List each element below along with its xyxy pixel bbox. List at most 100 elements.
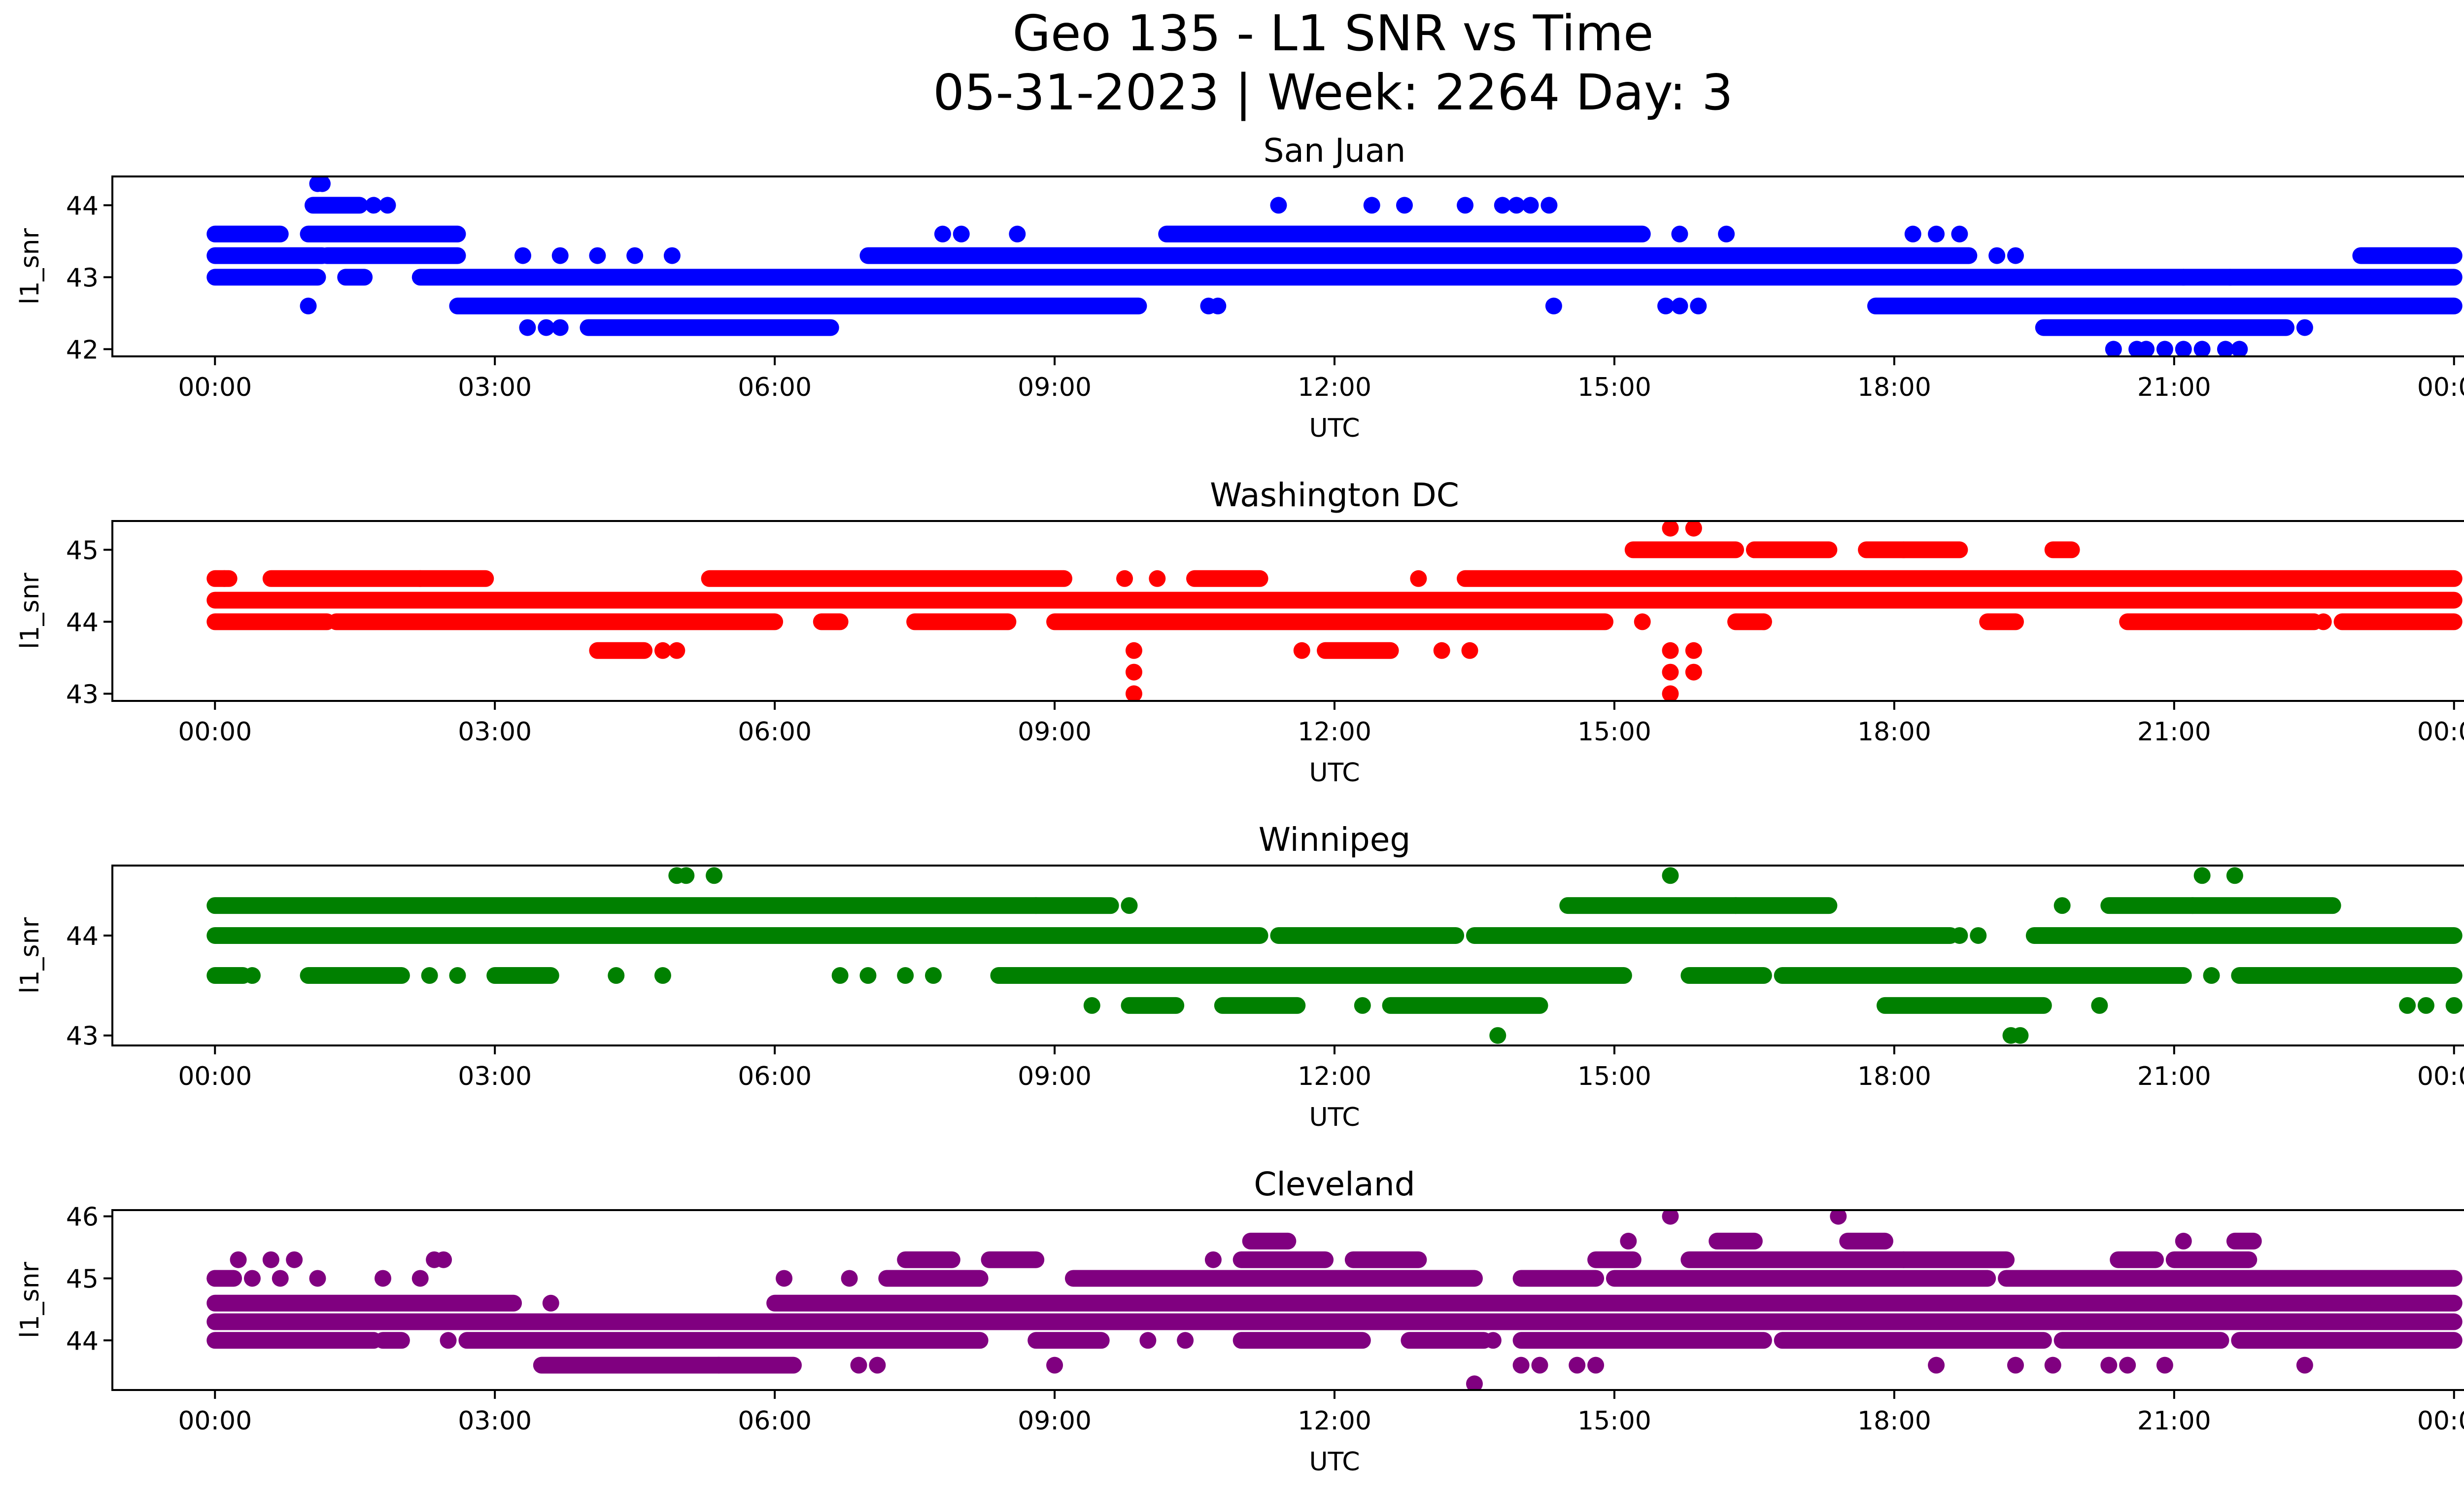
data-point — [216, 570, 233, 587]
data-point — [1657, 297, 1675, 314]
data-point — [1121, 897, 1138, 914]
x-tick-label: 12:00 — [1298, 717, 1371, 747]
data-point — [1209, 297, 1227, 314]
data-point — [668, 642, 685, 659]
data-point — [1662, 521, 1679, 537]
data-point — [1671, 225, 1688, 243]
x-tick-label: 15:00 — [1577, 1062, 1651, 1091]
data-point — [1512, 1356, 1530, 1374]
data-point — [2007, 1356, 2024, 1374]
y-tick-label: 43 — [66, 680, 99, 709]
data-point — [2380, 1270, 2397, 1287]
data-point — [859, 967, 877, 984]
data-point — [375, 1270, 392, 1287]
data-point — [1690, 297, 1707, 314]
data-point — [1569, 1356, 1586, 1374]
data-point — [1270, 197, 1287, 214]
x-tick-label: 06:00 — [738, 373, 812, 402]
data-point — [1671, 297, 1688, 314]
data-point — [1685, 521, 1702, 537]
data-point — [379, 197, 396, 214]
x-tick-label: 21:00 — [2137, 1062, 2211, 1091]
chart-panel-2: Washington DC 00:00 03:00 06:00 09:00 12:00 15… — [15, 476, 2464, 788]
data-point — [1293, 642, 1310, 659]
x-tick-label: 00:00 — [2417, 373, 2464, 402]
x-tick-label: 00:00 — [2417, 1062, 2464, 1091]
data-point — [2138, 341, 2155, 356]
x-tick-label: 00:00 — [178, 717, 252, 747]
data-point — [1662, 642, 1679, 659]
x-tick-label: 15:00 — [1577, 1406, 1651, 1436]
y-tick-label: 44 — [66, 922, 99, 951]
data-point — [1125, 685, 1142, 701]
x-tick-label: 03:00 — [458, 1062, 532, 1091]
data-point — [435, 1251, 452, 1268]
data-point — [2296, 319, 2313, 336]
x-tick-label: 09:00 — [1018, 717, 1092, 747]
data-point — [1620, 1232, 1637, 1250]
axes-frame — [111, 175, 2464, 357]
data-point — [440, 1332, 457, 1349]
data-point — [519, 319, 536, 336]
data-point — [776, 1270, 793, 1287]
x-tick-label: 15:00 — [1577, 717, 1651, 747]
data-point — [924, 967, 942, 984]
data-point — [551, 319, 569, 336]
y-tick-label: 45 — [66, 1264, 99, 1294]
x-axis-label: UTC — [1309, 1103, 1360, 1132]
x-tick-label: 06:00 — [738, 1062, 812, 1091]
data-point — [1466, 1375, 1483, 1390]
figure-title-line-1: Geo 135 - L1 SNR vs Time — [1013, 4, 1654, 62]
data-point — [2222, 269, 2239, 286]
data-point — [2417, 997, 2434, 1014]
data-point — [897, 967, 914, 984]
x-tick-label: 12:00 — [1298, 1406, 1371, 1436]
scatter-series — [206, 1210, 2463, 1390]
data-point — [542, 1294, 559, 1312]
x-axis-label: UTC — [1309, 758, 1360, 788]
data-point — [1662, 685, 1679, 701]
data-point — [2175, 269, 2192, 286]
x-tick-label: 21:00 — [2137, 717, 2211, 747]
chart-panel-1: San Juan 00:00 03:00 06:00 09:00 12:00 15:00 18… — [15, 132, 2464, 443]
data-point — [626, 247, 644, 264]
data-point — [1494, 197, 1511, 214]
data-point — [2231, 341, 2248, 356]
data-point — [2259, 1270, 2276, 1287]
y-tick-label: 42 — [66, 335, 99, 365]
x-tick-label: 03:00 — [458, 1406, 532, 1436]
data-point — [2053, 897, 2071, 914]
y-tick-label: 45 — [66, 536, 99, 565]
panel-title: Cleveland — [1254, 1165, 1415, 1203]
x-tick-label: 09:00 — [1018, 1062, 1092, 1091]
y-axis-label: l1_snr — [15, 1261, 45, 1338]
data-point — [2408, 1270, 2426, 1287]
data-point — [1139, 1332, 1157, 1349]
data-point — [313, 176, 331, 192]
data-point — [1662, 663, 1679, 681]
x-tick-label: 21:00 — [2137, 1406, 2211, 1436]
x-tick-label: 18:00 — [1857, 373, 1931, 402]
data-point — [2119, 1356, 2136, 1374]
data-point — [1928, 1356, 1945, 1374]
data-point — [1149, 570, 1166, 587]
data-point — [2315, 613, 2332, 630]
x-tick-label: 18:00 — [1857, 1406, 1931, 1436]
data-point — [2175, 341, 2192, 356]
x-tick-label: 03:00 — [458, 717, 532, 747]
data-point — [1587, 1356, 1605, 1374]
data-point — [2156, 341, 2173, 356]
data-point — [1531, 1356, 1548, 1374]
data-point — [243, 1270, 261, 1287]
y-tick-label: 43 — [66, 263, 99, 293]
data-point — [1522, 197, 1539, 214]
data-point — [1540, 197, 1558, 214]
data-point — [1951, 225, 1968, 243]
data-point — [1396, 197, 1413, 214]
data-point — [309, 1270, 326, 1287]
panel-title: Washington DC — [1210, 476, 1459, 514]
x-axis-label: UTC — [1309, 414, 1360, 443]
x-tick-label: 18:00 — [1857, 717, 1931, 747]
data-point — [2226, 867, 2243, 884]
